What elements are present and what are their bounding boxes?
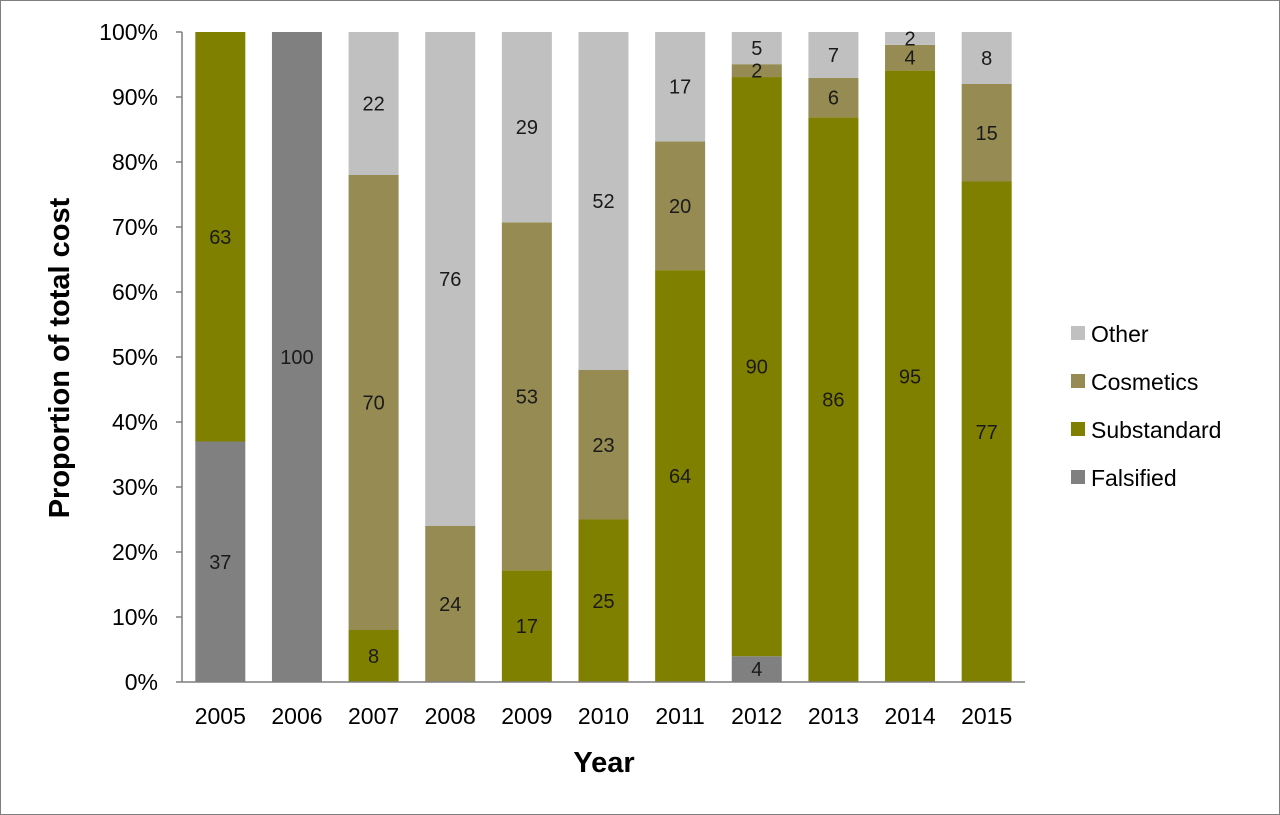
bar-2008-cosmetics <box>425 526 476 682</box>
bar-2014-cosmetics <box>885 44 936 71</box>
bar-2014-other <box>885 32 936 45</box>
x-tick-label: 2013 <box>808 703 859 729</box>
x-axis-title: Year <box>573 747 634 779</box>
bars-layer <box>195 32 1012 683</box>
data-label-2015-cosmetics: 15 <box>976 123 998 145</box>
bar-2010-substandard <box>578 519 629 682</box>
legend-swatch-substandard <box>1071 422 1085 436</box>
bar-2009-cosmetics <box>501 222 552 571</box>
y-tick-label: 0% <box>125 669 158 695</box>
x-tick-label: 2005 <box>195 703 246 729</box>
bar-2015-substandard <box>961 181 1012 682</box>
x-tick-label: 2012 <box>731 703 782 729</box>
data-label-2007-substandard: 8 <box>368 646 379 668</box>
data-label-2008-other: 76 <box>439 269 461 291</box>
y-axis-title: Proportion of total cost <box>44 197 76 518</box>
y-tick-label: 10% <box>112 604 158 630</box>
data-label-2010-substandard: 25 <box>592 591 614 613</box>
data-label-2013-substandard: 86 <box>822 390 844 412</box>
data-labels-layer: 3763100870222476175329252352642017490258… <box>209 28 998 681</box>
bar-2012-falsified <box>731 656 782 682</box>
data-label-2012-substandard: 90 <box>746 357 768 379</box>
data-label-2011-cosmetics: 20 <box>669 196 691 218</box>
data-label-2005-substandard: 63 <box>209 227 231 249</box>
y-tick-label: 40% <box>112 409 158 435</box>
bar-2013-other <box>808 32 859 78</box>
data-label-2006-falsified: 100 <box>280 347 313 369</box>
legend-swatch-cosmetics <box>1071 374 1085 388</box>
data-label-2009-other: 29 <box>516 117 538 139</box>
data-label-2010-cosmetics: 23 <box>592 435 614 457</box>
y-tick-label: 100% <box>99 19 158 45</box>
bar-2006-falsified <box>271 32 322 682</box>
legend: Other Cosmetics Substandard Falsified <box>1071 321 1221 491</box>
bar-2012-cosmetics <box>731 64 782 78</box>
data-label-2012-other: 5 <box>751 38 762 60</box>
bar-2008-other <box>425 32 476 526</box>
bar-2007-substandard <box>348 630 399 682</box>
data-label-2010-other: 52 <box>592 191 614 213</box>
y-tick-label: 90% <box>112 84 158 110</box>
data-label-2011-substandard: 64 <box>669 466 691 488</box>
bar-2005-falsified <box>195 441 246 682</box>
data-label-2013-cosmetics: 6 <box>828 88 839 110</box>
legend-label-cosmetics: Cosmetics <box>1091 369 1198 395</box>
bar-2015-other <box>961 32 1012 84</box>
data-label-2007-other: 22 <box>362 94 384 116</box>
x-tick-label: 2010 <box>578 703 629 729</box>
data-label-2005-falsified: 37 <box>209 552 231 574</box>
x-tick-label: 2007 <box>348 703 399 729</box>
x-tick-label: 2014 <box>884 703 935 729</box>
data-label-2007-cosmetics: 70 <box>362 393 384 415</box>
y-tick-label: 20% <box>112 539 158 565</box>
data-label-2014-cosmetics: 4 <box>904 48 915 70</box>
bar-2010-other <box>578 32 629 370</box>
data-label-2011-other: 17 <box>669 77 691 99</box>
axes-layer: 2005 2006 2007 2008 2009 2010 2011 2012 2013 2014… <box>99 19 1025 729</box>
x-tick-label: 2006 <box>271 703 322 729</box>
legend-label-substandard: Substandard <box>1091 417 1221 443</box>
y-tick-label: 30% <box>112 474 158 500</box>
legend-label-other: Other <box>1091 321 1149 347</box>
legend-swatch-falsified <box>1071 470 1085 484</box>
data-label-2013-other: 7 <box>828 45 839 67</box>
y-tick-label: 70% <box>112 214 158 240</box>
legend-label-falsified: Falsified <box>1091 465 1177 491</box>
y-tick-label: 50% <box>112 344 158 370</box>
bar-2014-substandard <box>885 70 936 683</box>
y-tick-label: 80% <box>112 149 158 175</box>
bar-2007-other <box>348 32 399 175</box>
data-label-2009-cosmetics: 53 <box>516 386 538 408</box>
bar-2009-substandard <box>501 570 552 682</box>
bar-2015-cosmetics <box>961 84 1012 182</box>
bar-2013-cosmetics <box>808 77 859 118</box>
data-label-2012-cosmetics: 2 <box>751 61 762 83</box>
bar-2013-substandard <box>808 117 859 683</box>
bar-2012-other <box>731 32 782 65</box>
bar-2012-substandard <box>731 77 782 657</box>
x-tick-label: 2015 <box>961 703 1012 729</box>
data-label-2009-substandard: 17 <box>516 616 538 638</box>
bar-2011-cosmetics <box>655 141 706 271</box>
bar-2005-substandard <box>195 32 246 442</box>
bar-2010-cosmetics <box>578 370 629 520</box>
data-label-2012-falsified: 4 <box>751 659 762 681</box>
data-label-2008-cosmetics: 24 <box>439 594 461 616</box>
x-tick-label: 2011 <box>655 703 704 729</box>
y-tick-label: 60% <box>112 279 158 305</box>
bar-2007-cosmetics <box>348 175 399 630</box>
data-label-2015-substandard: 77 <box>976 422 998 444</box>
x-tick-label: 2009 <box>501 703 552 729</box>
data-label-2014-substandard: 95 <box>899 366 921 388</box>
bar-2009-other <box>501 32 552 223</box>
data-label-2014-other: 2 <box>904 28 915 50</box>
legend-swatch-other <box>1071 326 1085 340</box>
x-tick-label: 2008 <box>425 703 476 729</box>
bar-2011-substandard <box>655 270 706 682</box>
bar-2011-other <box>655 32 706 142</box>
data-label-2015-other: 8 <box>981 48 992 70</box>
